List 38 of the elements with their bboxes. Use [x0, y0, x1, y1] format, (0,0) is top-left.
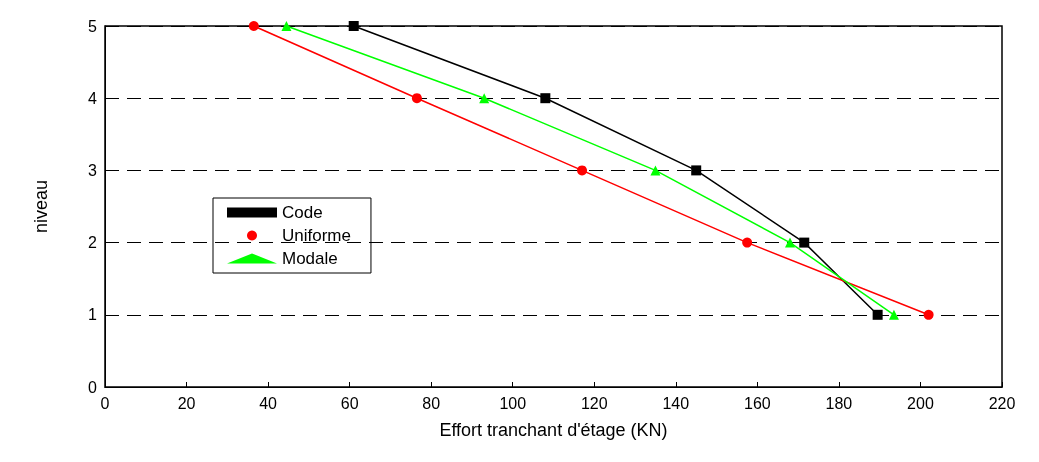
x-tick-label: 220 [988, 394, 1016, 412]
point [742, 237, 753, 248]
x-tick-label: 120 [580, 394, 608, 412]
point [281, 21, 292, 31]
x-tick-label: 0 [100, 394, 110, 412]
x-tick-label: 200 [907, 394, 934, 412]
legend-label: Modale [282, 249, 338, 268]
x-tick-label: 180 [825, 394, 853, 412]
point [691, 165, 702, 176]
y-tick-label: 4 [88, 89, 98, 107]
point [650, 165, 661, 176]
point [888, 309, 899, 320]
x-tick-label: 100 [499, 394, 527, 412]
point [348, 21, 359, 31]
x-tick-label: 60 [340, 394, 359, 412]
point [479, 93, 490, 104]
point [872, 309, 883, 320]
point [411, 93, 422, 104]
x-tick-label: 80 [422, 394, 441, 412]
y-tick-label: 2 [88, 234, 98, 252]
point [577, 165, 588, 176]
y-tick-label: 1 [88, 306, 98, 324]
legend-label: Uniforme [282, 226, 351, 245]
y-axis-title: niveau [31, 179, 51, 234]
point [923, 309, 934, 320]
y-tick-label: 3 [88, 161, 98, 179]
legend-label: Code [282, 203, 323, 222]
x-tick-label: 20 [177, 394, 196, 412]
point [799, 237, 810, 248]
x-axis-title: Effort tranchant d'étage (KN) [439, 420, 668, 440]
x-tick-label: 160 [744, 394, 771, 412]
x-tick-label: 40 [259, 394, 278, 412]
point [784, 237, 795, 248]
y-tick-label: 0 [88, 378, 98, 396]
point [248, 21, 259, 31]
point [540, 93, 551, 104]
x-tick-label: 140 [662, 394, 690, 412]
y-tick-label: 5 [88, 17, 98, 35]
